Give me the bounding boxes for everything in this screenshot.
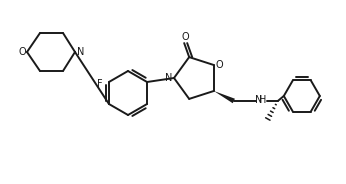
Text: O: O [18,47,26,57]
Text: O: O [215,60,222,70]
Text: F: F [97,79,103,89]
Text: N: N [77,47,85,57]
Text: O: O [181,32,189,42]
Text: N: N [255,95,263,105]
Text: N: N [165,73,173,83]
Text: H: H [259,95,266,105]
Polygon shape [214,91,235,103]
